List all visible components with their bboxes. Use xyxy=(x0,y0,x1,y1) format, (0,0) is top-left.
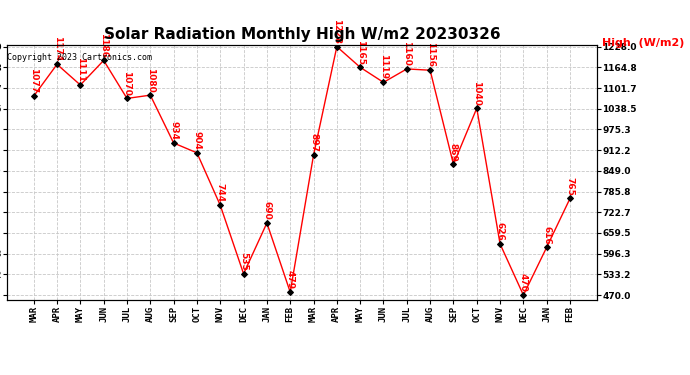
Text: High  (W/m2): High (W/m2) xyxy=(602,38,684,48)
Point xyxy=(471,105,482,111)
Text: 869: 869 xyxy=(449,142,458,162)
Text: 1186: 1186 xyxy=(99,33,108,58)
Point xyxy=(238,271,249,277)
Text: 934: 934 xyxy=(169,121,178,140)
Text: 744: 744 xyxy=(216,183,225,203)
Text: 690: 690 xyxy=(262,201,271,220)
Point xyxy=(564,195,575,201)
Text: 1070: 1070 xyxy=(123,71,132,96)
Point xyxy=(215,202,226,208)
Point xyxy=(285,289,296,295)
Point xyxy=(448,161,459,167)
Text: 1156: 1156 xyxy=(426,42,435,68)
Point xyxy=(121,95,132,101)
Text: 470: 470 xyxy=(519,273,528,292)
Text: 479: 479 xyxy=(286,270,295,290)
Text: 1080: 1080 xyxy=(146,68,155,92)
Text: 616: 616 xyxy=(542,226,551,245)
Point xyxy=(495,241,506,247)
Point xyxy=(168,140,179,146)
Point xyxy=(98,57,109,63)
Text: 1119: 1119 xyxy=(379,54,388,80)
Text: 1077: 1077 xyxy=(29,68,38,93)
Text: 1160: 1160 xyxy=(402,41,411,66)
Text: 1228: 1228 xyxy=(333,19,342,44)
Point xyxy=(518,292,529,298)
Text: 765: 765 xyxy=(566,177,575,196)
Point xyxy=(28,93,39,99)
Point xyxy=(308,152,319,158)
Point xyxy=(75,82,86,88)
Text: 897: 897 xyxy=(309,134,318,152)
Point xyxy=(355,64,366,70)
Text: 1111: 1111 xyxy=(76,57,85,82)
Point xyxy=(424,67,435,73)
Point xyxy=(52,62,63,68)
Text: Copyright 2023 Cartronics.com: Copyright 2023 Cartronics.com xyxy=(8,53,152,62)
Text: 1040: 1040 xyxy=(472,81,481,105)
Point xyxy=(541,244,552,250)
Text: 1165: 1165 xyxy=(355,39,365,64)
Text: 904: 904 xyxy=(193,131,201,150)
Text: 535: 535 xyxy=(239,252,248,271)
Point xyxy=(262,220,273,226)
Point xyxy=(145,92,156,98)
Text: 1174: 1174 xyxy=(52,36,61,62)
Point xyxy=(402,66,413,72)
Point xyxy=(378,80,389,86)
Point xyxy=(191,150,202,156)
Text: 626: 626 xyxy=(495,222,504,241)
Point xyxy=(331,44,342,50)
Title: Solar Radiation Monthly High W/m2 20230326: Solar Radiation Monthly High W/m2 202303… xyxy=(104,27,500,42)
